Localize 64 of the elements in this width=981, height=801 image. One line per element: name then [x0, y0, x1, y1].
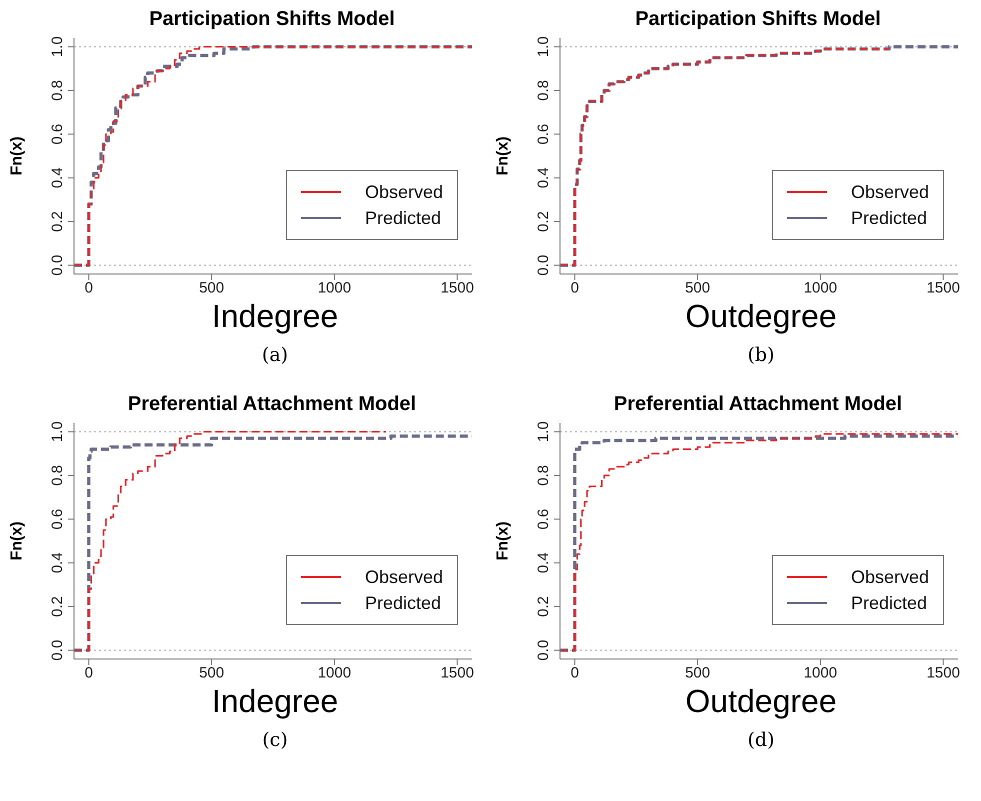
legend-label: Predicted: [364, 592, 441, 615]
x-tick-label: 0: [570, 664, 579, 682]
x-tick-label: 0: [84, 280, 93, 297]
y-tick-label: 1.0: [49, 421, 66, 442]
y-tick-label: 1.0: [49, 36, 66, 58]
text: (b): [746, 344, 776, 366]
x-tick-label: 500: [685, 280, 710, 297]
y-tick-label: 0.8: [49, 465, 66, 486]
y-axis-title: Fn(x): [494, 521, 512, 561]
legend-label: Predicted: [364, 207, 441, 230]
x-axis-title: Outdegree: [684, 683, 838, 719]
y-tick-label: 1.0: [535, 36, 552, 58]
chart-title: Participation Shifts Model: [634, 8, 882, 32]
y-tick-label: 0.0: [49, 640, 66, 661]
x-tick-label: 1000: [804, 664, 838, 682]
x-axis-title: Indegree: [210, 683, 340, 719]
y-axis-title: Fn(x): [494, 136, 512, 176]
y-tick-label: 0.4: [535, 552, 552, 574]
y-tick-label: 0.8: [49, 80, 66, 101]
y-tick-label: 0.2: [49, 211, 66, 232]
x-axis-title: Indegree: [210, 298, 340, 334]
x-tick-label: 1500: [926, 280, 960, 297]
chart-title: Participation Shifts Model: [148, 8, 396, 32]
y-axis-title: Fn(x): [8, 136, 26, 176]
x-tick-label: 1000: [804, 280, 838, 297]
legend-label: Observed: [364, 181, 443, 204]
y-tick-label: 0.6: [535, 508, 552, 530]
y-axis-title: Fn(x): [8, 521, 26, 561]
y-tick-label: 0.2: [535, 596, 552, 617]
y-tick-label: 1.0: [535, 421, 552, 442]
y-tick-label: 0.8: [535, 465, 552, 486]
text: (a): [260, 344, 290, 366]
y-tick-label: 0.4: [49, 167, 66, 188]
legend-label: Predicted: [850, 207, 927, 230]
y-tick-label: 0.2: [535, 211, 552, 232]
x-tick-label: 1000: [318, 280, 352, 297]
x-tick-label: 1500: [926, 664, 960, 682]
x-tick-label: 500: [199, 280, 224, 297]
chart-title: Preferential Attachment Model: [612, 393, 904, 417]
legend-label: Observed: [850, 181, 929, 204]
chart-title: Preferential Attachment Model: [126, 393, 418, 417]
y-tick-label: 0.6: [49, 508, 66, 530]
x-tick-label: 500: [685, 664, 710, 682]
y-tick-label: 0.4: [535, 167, 552, 188]
y-tick-label: 0.4: [49, 552, 66, 574]
text: (c): [261, 729, 289, 751]
x-tick-label: 1500: [440, 664, 474, 682]
y-tick-label: 0.0: [535, 254, 552, 276]
legend-label: Observed: [364, 566, 443, 589]
y-tick-label: 0.6: [535, 124, 552, 145]
x-tick-label: 1500: [440, 280, 474, 297]
x-tick-label: 1000: [318, 664, 352, 682]
text: (d): [746, 729, 776, 751]
x-tick-label: 0: [570, 280, 579, 297]
legend-label: Predicted: [850, 592, 927, 615]
y-tick-label: 0.0: [49, 254, 66, 276]
y-tick-label: 0.2: [49, 596, 66, 617]
x-tick-label: 0: [84, 664, 93, 682]
y-tick-label: 0.8: [535, 80, 552, 101]
x-axis-title: Outdegree: [684, 298, 838, 334]
x-tick-label: 500: [199, 664, 224, 682]
y-tick-label: 0.6: [49, 124, 66, 145]
legend-label: Observed: [850, 566, 929, 589]
y-tick-label: 0.0: [535, 640, 552, 661]
